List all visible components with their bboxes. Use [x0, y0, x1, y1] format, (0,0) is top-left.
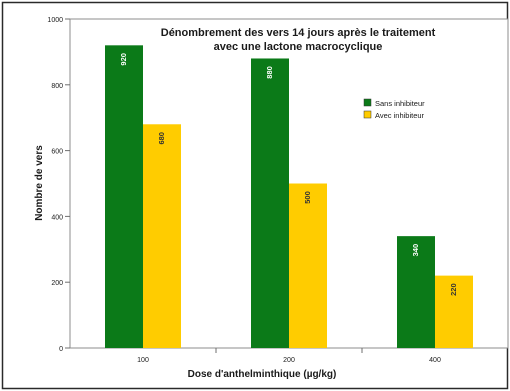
bar-value-label: 680 — [157, 132, 166, 145]
x-tick-label: 100 — [137, 357, 149, 364]
bar — [289, 183, 327, 348]
bar-value-label: 500 — [303, 191, 312, 204]
chart-title-line-2: avec une lactone macrocyclique — [214, 41, 383, 53]
legend: Sans inhibiteur Avec inhibiteur — [363, 98, 425, 120]
x-axis-label: Dose d'anthelminthique (µg/kg) — [188, 369, 337, 380]
bar — [105, 45, 143, 348]
legend-swatch — [363, 98, 372, 107]
bar-series — [105, 45, 473, 348]
bar — [251, 58, 289, 348]
bar-data-labels: 920 680 880 500 340 220 — [119, 53, 458, 296]
y-tick-label: 400 — [51, 214, 63, 221]
legend-swatch — [363, 110, 372, 119]
x-tick-label: 200 — [283, 357, 295, 364]
bar-value-label: 340 — [411, 244, 420, 257]
y-tick-label: 800 — [51, 83, 63, 90]
legend-entry: Avec inhibiteur — [375, 111, 425, 120]
y-tick-label: 200 — [51, 280, 63, 287]
legend-entry: Sans inhibiteur — [375, 99, 425, 108]
y-axis-label: Nombre de vers — [34, 145, 45, 221]
x-tick-label: 400 — [429, 357, 441, 364]
bar — [397, 236, 435, 348]
y-axis: 0 200 400 600 800 1000 — [47, 17, 70, 353]
bar-value-label: 880 — [265, 66, 274, 79]
chart-title-line-1: Dénombrement des vers 14 jours après le … — [161, 27, 436, 39]
bar-value-label: 220 — [449, 283, 458, 296]
x-axis: 100 200 400 — [137, 348, 441, 364]
bar-value-label: 920 — [119, 53, 128, 66]
bar — [435, 275, 473, 348]
y-tick-label: 1000 — [47, 17, 63, 24]
bar — [143, 124, 181, 348]
y-tick-label: 600 — [51, 149, 63, 156]
y-tick-label: 0 — [59, 346, 63, 353]
